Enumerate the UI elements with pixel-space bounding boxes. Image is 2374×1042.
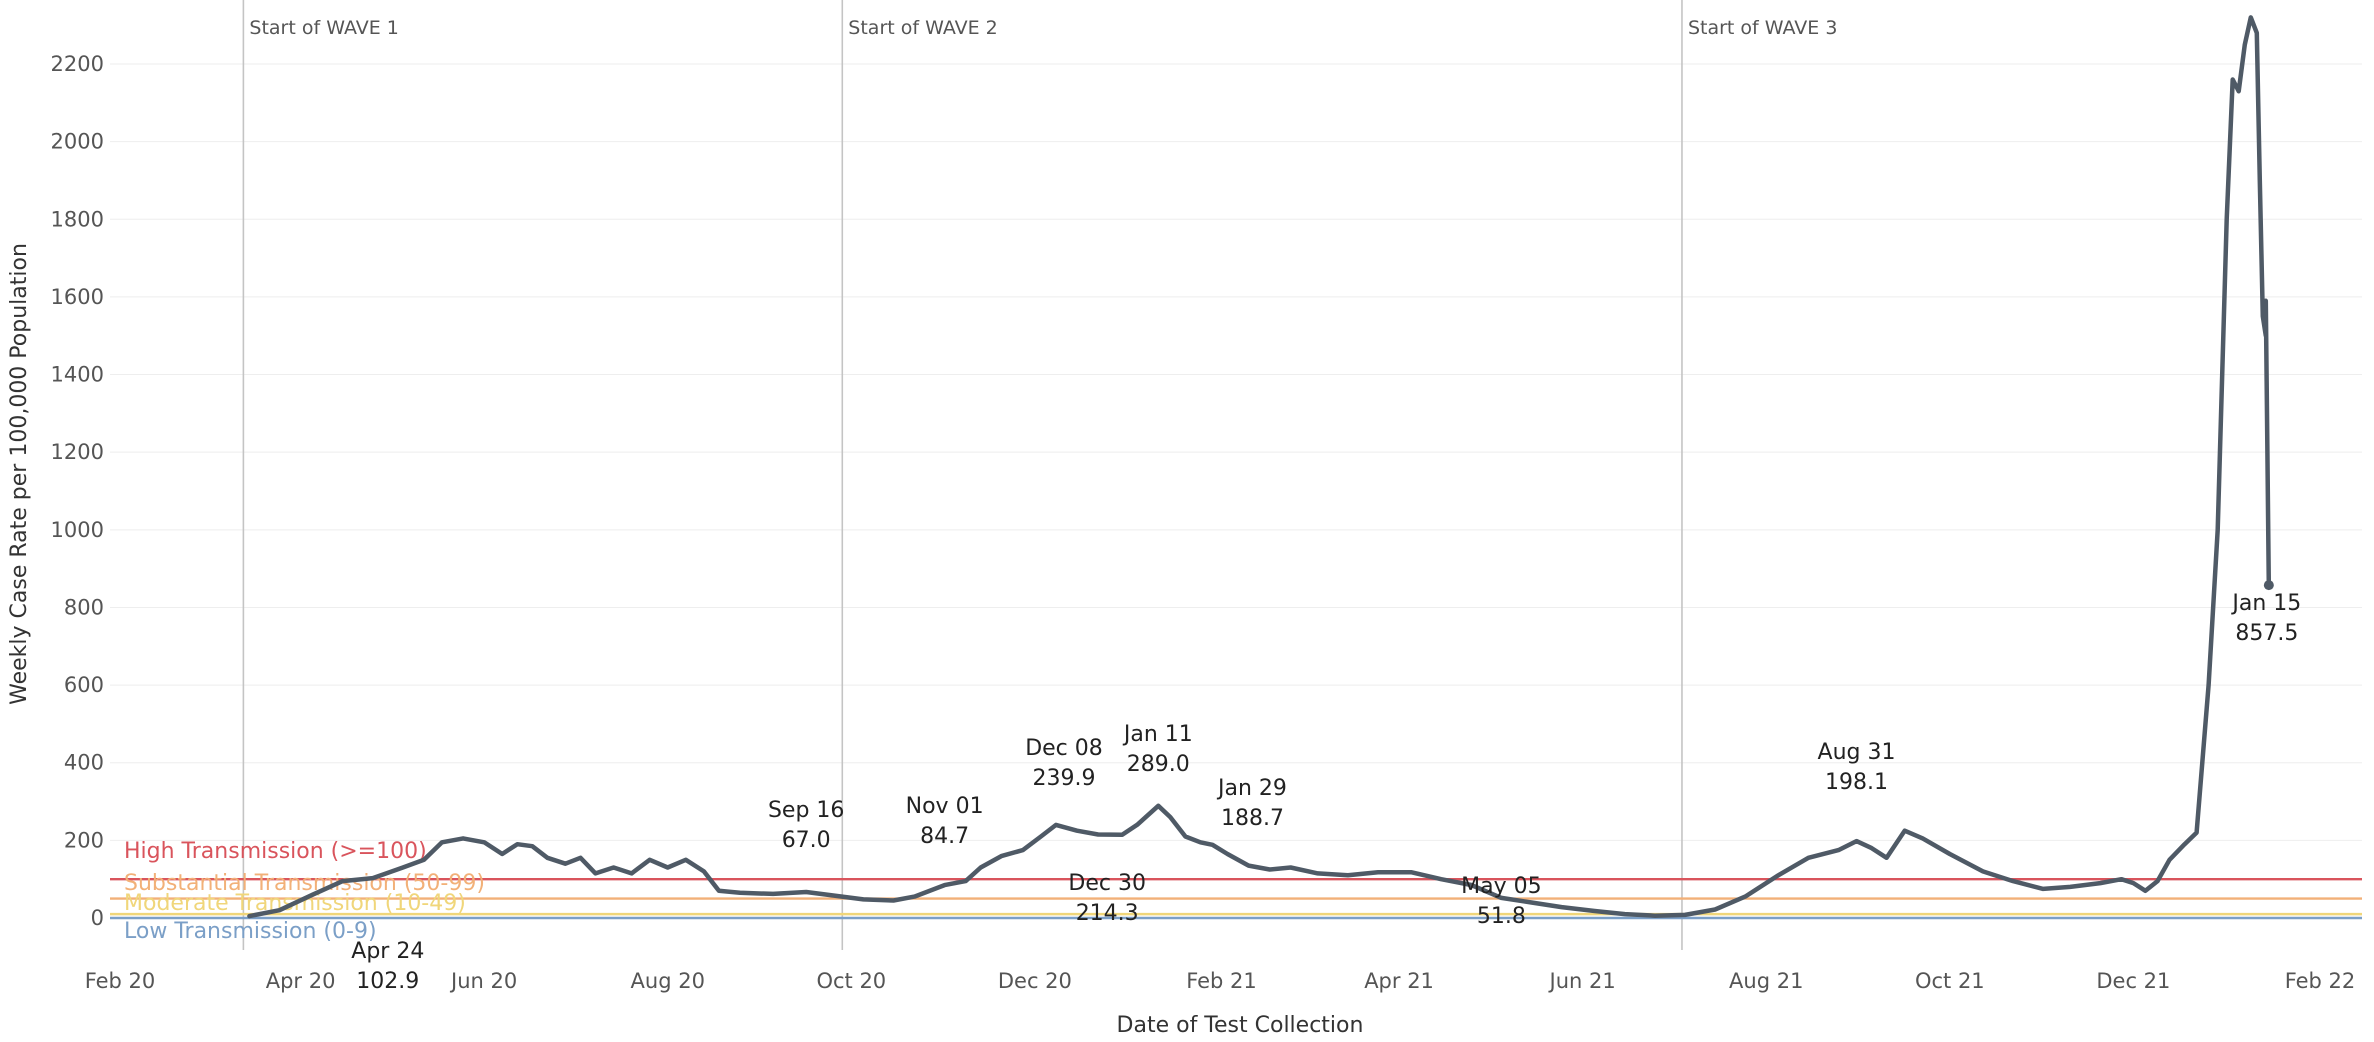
x-tick-label: Feb 20	[85, 969, 156, 993]
x-axis-title: Date of Test Collection	[1117, 1013, 1364, 1038]
x-tick-label: Aug 21	[1729, 969, 1803, 993]
threshold-label: Low Transmission (0-9)	[124, 919, 377, 944]
x-tick-label: Oct 21	[1915, 969, 1985, 993]
data-label-value: 214.3	[1076, 901, 1139, 926]
x-tick-label: Jun 20	[449, 969, 517, 993]
y-tick-label: 1400	[51, 363, 104, 387]
data-label-date: May 05	[1461, 874, 1541, 899]
data-label-value: 198.1	[1825, 770, 1888, 795]
data-label-date: Dec 30	[1068, 871, 1146, 896]
y-tick-label: 0	[91, 906, 104, 930]
data-label-value: 239.9	[1032, 766, 1095, 791]
data-label-date: Nov 01	[906, 794, 984, 819]
threshold-lines: High Transmission (>=100) Substantial Tra…	[110, 839, 2362, 944]
y-tick-label: 800	[64, 595, 104, 619]
y-tick-label: 600	[64, 673, 104, 697]
y-tick-label: 2000	[51, 130, 104, 154]
wave-start-label: Start of WAVE 1	[249, 17, 398, 39]
x-tick-label: Oct 20	[816, 969, 886, 993]
x-tick-label: Jun 21	[1548, 969, 1616, 993]
threshold-label: Substantial Transmission (50-99)	[124, 871, 485, 896]
y-tick-label: 1600	[51, 285, 104, 309]
data-label-date: Jan 15	[2230, 591, 2301, 616]
data-label-value: 188.7	[1221, 806, 1284, 831]
y-axis-ticks: 0 200 400 600 800 1000 1200 1400 1600 1800 2000 220…	[51, 52, 104, 930]
series-layer	[247, 15, 2274, 919]
x-tick-label: Aug 20	[631, 969, 705, 993]
series-end-point	[2263, 580, 2274, 591]
data-label-date: Apr 24	[351, 939, 424, 964]
y-tick-label: 1000	[51, 518, 104, 542]
x-tick-label: Feb 21	[1186, 969, 1257, 993]
data-label-date: Aug 31	[1818, 740, 1896, 765]
y-tick-label: 2200	[51, 52, 104, 76]
data-label-value: 67.0	[782, 828, 831, 853]
y-tick-label: 200	[64, 828, 104, 852]
data-label-value: 289.0	[1127, 752, 1190, 777]
data-label-date: Jan 11	[1122, 722, 1193, 747]
data-labels: Sep 16 67.0 Nov 01 84.7 Dec 08 239.9 Jan 11 289…	[351, 591, 2301, 994]
x-tick-label: Dec 21	[2096, 969, 2170, 993]
data-label-value: 102.9	[356, 969, 419, 994]
data-label-date: Jan 29	[1216, 776, 1287, 801]
x-tick-label: Dec 20	[998, 969, 1072, 993]
data-label-value: 857.5	[2235, 621, 2298, 646]
data-label-value: 51.8	[1477, 904, 1526, 929]
wave-start-label: Start of WAVE 3	[1688, 17, 1837, 39]
x-tick-label: Feb 22	[2285, 969, 2356, 993]
y-axis-title: Weekly Case Rate per 100,000 Population	[7, 243, 32, 705]
data-label-date: Dec 08	[1025, 736, 1103, 761]
y-tick-label: 400	[64, 751, 104, 775]
wave-start-label: Start of WAVE 2	[848, 17, 997, 39]
wave-reference-lines: Start of WAVE 1 Start of WAVE 2 Start of W…	[242, 0, 1837, 950]
x-tick-label: Apr 20	[266, 969, 336, 993]
x-tick-label: Apr 21	[1364, 969, 1434, 993]
data-label-date: Sep 16	[768, 798, 844, 823]
threshold-label: High Transmission (>=100)	[124, 839, 427, 864]
y-tick-label: 1800	[51, 207, 104, 231]
y-tick-label: 1200	[51, 440, 104, 464]
data-label-value: 84.7	[920, 824, 969, 849]
series-line	[247, 15, 2272, 919]
x-axis-ticks: Feb 20 Apr 20 Jun 20 Aug 20 Oct 20 Dec 20 Feb …	[85, 969, 2356, 993]
